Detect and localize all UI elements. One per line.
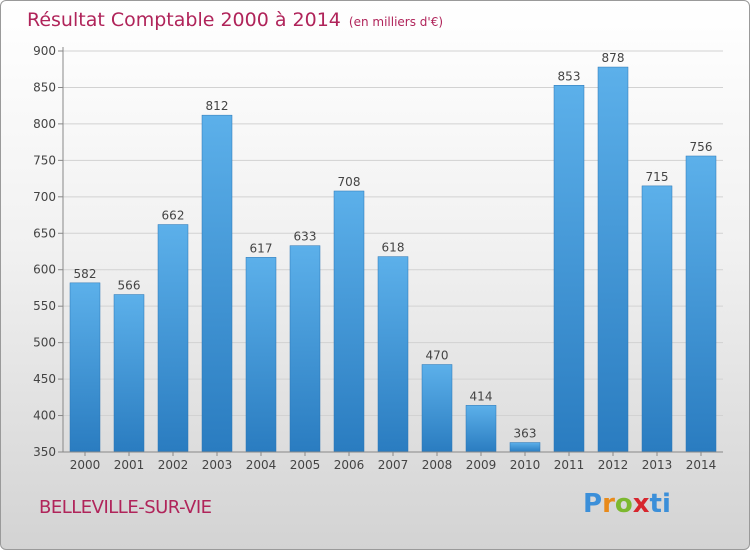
subtitle-text: (en milliers d'€) <box>348 15 444 29</box>
bar-2000 <box>69 282 101 453</box>
bar-2012 <box>597 66 629 453</box>
x-tick-label: 2014 <box>686 458 717 472</box>
x-tick-label: 2013 <box>642 458 673 472</box>
y-tick-label: 500 <box>33 336 56 350</box>
bar-2005 <box>289 245 321 453</box>
data-label: 708 <box>338 175 361 189</box>
x-tick-label: 2010 <box>510 458 541 472</box>
x-tick-label: 2011 <box>554 458 585 472</box>
proxiti-logo[interactable]: Proxti <box>583 489 671 519</box>
data-label: 617 <box>250 241 273 255</box>
logo-letter: o <box>614 489 633 519</box>
data-label: 566 <box>118 279 141 293</box>
x-tick-label: 2009 <box>466 458 497 472</box>
y-tick-label: 600 <box>33 263 56 277</box>
data-label: 582 <box>74 267 97 281</box>
x-axis: 2000 2001 2002 2003 2004 2005 2006 2007 2008 2009… <box>63 451 723 472</box>
bar-2007 <box>377 256 409 453</box>
data-label: 633 <box>294 230 317 244</box>
x-tick-label: 2003 <box>202 458 233 472</box>
x-tick-label: 2004 <box>246 458 277 472</box>
logo-letter: P <box>583 489 603 519</box>
bar-2001 <box>113 294 145 453</box>
y-tick-label: 850 <box>33 80 56 94</box>
data-label: 878 <box>602 51 625 65</box>
x-tick-label: 2006 <box>334 458 365 472</box>
x-tick-label: 2000 <box>70 458 101 472</box>
y-tick-label: 350 <box>33 445 56 459</box>
x-tick-label: 2002 <box>158 458 189 472</box>
bar-2004 <box>245 257 277 453</box>
data-label: 812 <box>206 99 229 113</box>
bar-2003 <box>201 114 233 453</box>
x-tick-label: 2012 <box>598 458 629 472</box>
x-tick-label: 2007 <box>378 458 409 472</box>
data-label: 470 <box>426 349 449 363</box>
y-tick-label: 550 <box>33 299 56 313</box>
bar-2013 <box>641 185 673 453</box>
bar-2010 <box>509 442 541 453</box>
y-tick-label: 800 <box>33 117 56 131</box>
bar-2011 <box>553 85 585 453</box>
chart-title: Résultat Comptable 2000 à 2014 (en millie… <box>27 9 443 31</box>
y-tick-label: 400 <box>33 409 56 423</box>
city-name: BELLEVILLE-SUR-VIE <box>39 497 212 518</box>
x-tick-label: 2005 <box>290 458 321 472</box>
bars: 582 566 662 812 617 633 708 618 470 414 363 853 878 7… <box>69 51 717 453</box>
data-label: 715 <box>646 170 669 184</box>
logo-letter: r <box>602 489 615 519</box>
x-tick-label: 2008 <box>422 458 453 472</box>
data-label: 662 <box>162 209 185 223</box>
bar-2002 <box>157 224 189 453</box>
y-tick-label: 450 <box>33 372 56 386</box>
y-tick-label: 750 <box>33 153 56 167</box>
logo-letter: ti <box>649 489 671 519</box>
y-tick-label: 900 <box>33 44 56 58</box>
y-tick-label: 700 <box>33 190 56 204</box>
data-label: 853 <box>558 69 581 83</box>
logo-letter: x <box>632 489 650 519</box>
x-tick-label: 2001 <box>114 458 145 472</box>
bar-2008 <box>421 364 453 453</box>
data-label: 618 <box>382 241 405 255</box>
bar-2009 <box>465 405 497 453</box>
y-tick-label: 650 <box>33 226 56 240</box>
bar-2006 <box>333 190 365 453</box>
bar-2014 <box>685 155 717 453</box>
data-label: 363 <box>514 427 537 441</box>
data-label: 414 <box>470 389 493 403</box>
data-label: 756 <box>690 140 713 154</box>
y-axis: 350 400 450 500 550 600 650 700 750 800 850 900 <box>33 44 64 459</box>
title-text: Résultat Comptable 2000 à 2014 <box>27 9 341 31</box>
